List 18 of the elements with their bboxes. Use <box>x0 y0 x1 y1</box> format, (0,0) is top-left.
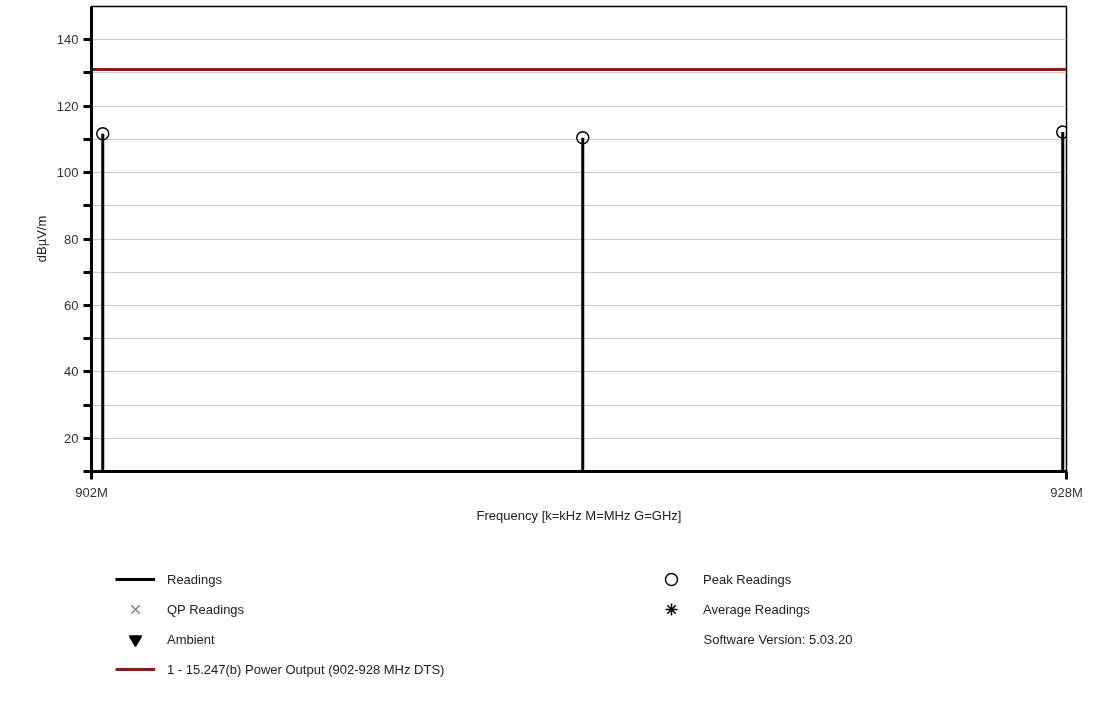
x-axis-title: Frequency [k=kHz M=MHz G=GHz] <box>476 507 682 523</box>
y-tick-label: 20 <box>64 430 79 446</box>
y-tick-label: 100 <box>56 165 79 181</box>
legend-label: QP Readings <box>167 601 245 617</box>
y-tick-label: 60 <box>64 297 79 313</box>
legend-label: Readings <box>167 571 222 587</box>
y-tick-label: 140 <box>56 32 79 48</box>
y-tick-label: 120 <box>56 98 79 114</box>
legend-label: Average Readings <box>703 601 810 617</box>
legend-label: Peak Readings <box>703 571 792 587</box>
legend-label: Ambient <box>167 631 215 647</box>
legend-label: 1 - 15.247(b) Power Output (902-928 MHz DTS) <box>167 661 445 677</box>
y-axis-title: dBµV/m <box>33 215 49 263</box>
x-tick-label: 928M <box>1050 484 1083 500</box>
y-tick-label: 40 <box>64 364 79 380</box>
y-tick-label: 80 <box>64 231 79 247</box>
text: Software Version: 5.03.20 <box>703 631 853 647</box>
x-tick-label: 902M <box>75 484 108 500</box>
